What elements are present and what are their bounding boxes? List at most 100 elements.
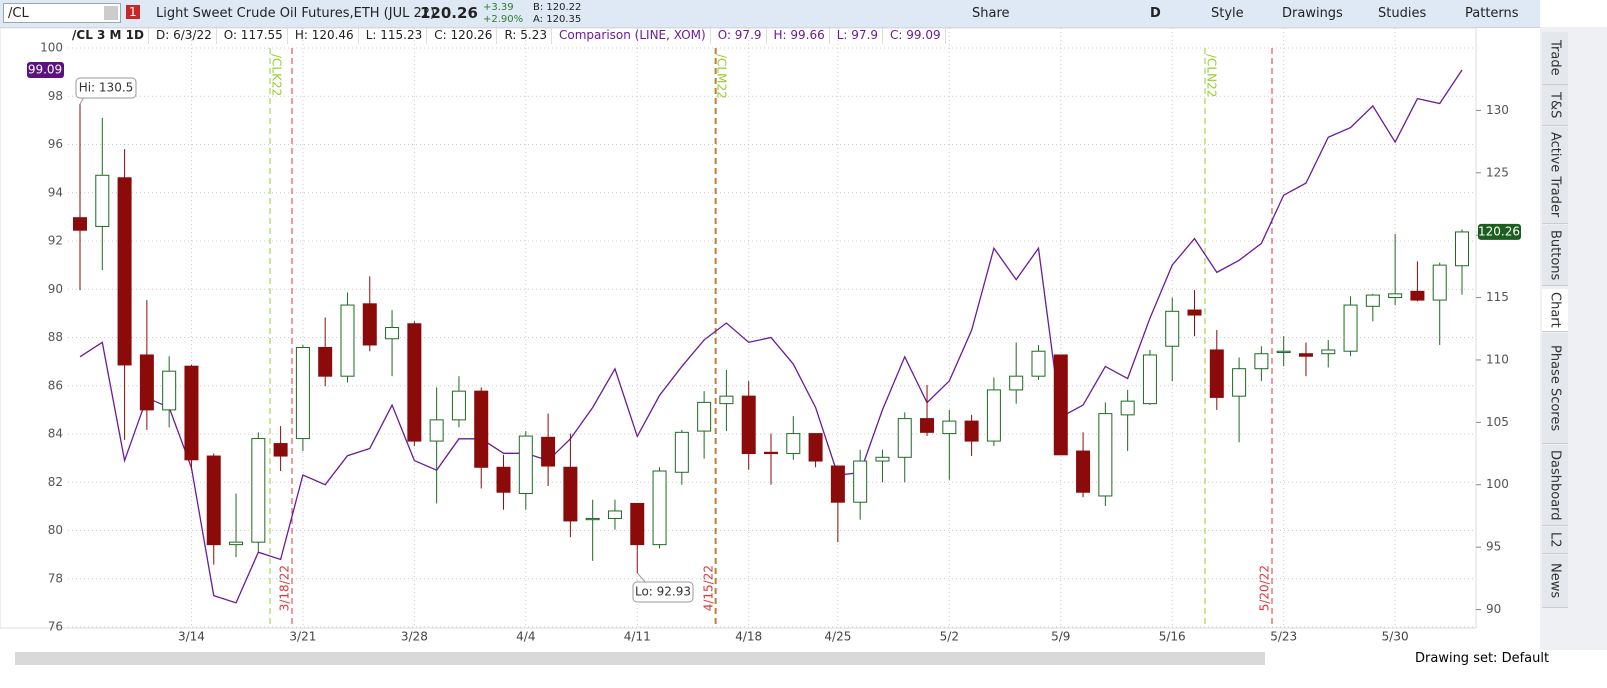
side-tab[interactable]: L2 [1542,527,1568,554]
candle-body [518,435,533,494]
candle-body [808,433,823,462]
description: Light Sweet Crude Oil Futures,ETH (JUL 2… [156,6,436,21]
dropdown[interactable] [104,6,118,20]
symbol-box[interactable]: /CL [3,3,121,23]
scrollbar[interactable] [15,652,1265,665]
candle-body [585,517,600,521]
info-high: H: 120.46 [290,26,359,44]
side-tab[interactable]: Trade [1542,32,1568,85]
y2-tick-label: 105 [1486,415,1509,429]
y-tick-label: 86 [48,378,63,392]
candle-body [340,304,355,377]
candle-body [986,389,1001,442]
side-tab[interactable]: Active Trader [1542,127,1568,224]
y2-tick-label: 125 [1486,165,1509,179]
candle-body [474,390,489,468]
x-tick-label: 4/18 [735,630,762,644]
candle-body [1432,264,1447,301]
y2-tick-label: 130 [1486,103,1509,117]
candle-body [295,346,310,440]
toolbar: /CL 1 Light Sweet Crude Oil Futures,ETH … [0,0,1540,28]
candle-body [273,443,288,457]
candle-body [563,466,578,522]
change: +3.39 [483,2,514,13]
side-tab[interactable]: Buttons [1542,225,1568,286]
plot-area [0,27,1477,629]
x-tick-label: 5/9 [1051,630,1070,644]
bottom-bar: Drawing set: Default [0,650,1607,688]
last-badge-label: 99.09 [28,62,62,76]
style-button[interactable]: Style [1211,6,1244,21]
drawing-set[interactable]: Drawing set: Default [1415,651,1550,666]
alert-count[interactable]: 1 [126,5,140,19]
expiry-label: /CLK22 [270,54,284,96]
side-tab[interactable]: Dashboard [1542,445,1568,526]
candle-body [362,303,377,346]
x-tick-label: 5/2 [940,630,959,644]
side-tab[interactable]: Phase Scores [1542,333,1568,444]
candle-body [942,420,957,435]
drawings-button[interactable]: Drawings [1282,6,1343,21]
x-tick-label: 3/28 [401,630,428,644]
y2-tick-label: 110 [1486,352,1509,366]
x-tick-label: 4/4 [516,630,535,644]
y2-tick-label: 100 [1486,477,1509,491]
candle-body [541,436,556,467]
candle-body [1388,293,1403,299]
candle-body [1321,349,1336,355]
y-tick-label: 78 [48,571,63,585]
candle-body [1098,413,1113,497]
studies-button[interactable]: Studies [1378,6,1427,21]
high-annotation: Hi: 130.5 [79,81,134,95]
candle-body [318,346,333,377]
info-open: O: 117.55 [219,26,288,44]
side-tab[interactable]: T&S [1542,85,1568,126]
period-button[interactable]: D [1150,6,1161,21]
candle-body [964,420,979,442]
expiry-label: /CLM22 [715,54,729,99]
candle-body [407,323,422,442]
info-bar: /CL 3 M 1D D: 6/3/22 O: 117.55 H: 120.46 L: … [68,26,949,48]
chart: 76 78 80 82 84 86 88 90 92 94 96 98 100 90 95 100 105 110… [0,27,1521,644]
side-tab[interactable]: News [1542,555,1568,608]
candle-body [1298,353,1313,357]
y-tick-label: 84 [48,427,63,441]
y-tick-label: 76 [48,620,63,634]
info-low: L: 115.23 [361,26,428,44]
y-tick-label: 88 [48,330,63,344]
candle-body [184,365,199,461]
candle-body [764,451,778,455]
x-tick-label: 4/25 [824,630,851,644]
y2-tick-label: 90 [1486,602,1501,616]
candle-body [875,456,890,462]
candle-body [1053,354,1068,456]
share-button[interactable]: Share [972,6,1010,21]
candle-body [607,510,622,519]
candle-body [674,431,689,473]
candle-body [251,438,266,543]
change-pct: +2.90% [483,14,524,25]
expiry-label: /CLN22 [1205,54,1219,97]
comparison-label: Comparison (LINE, XOM) [555,26,711,44]
y-tick-label: 82 [48,475,63,489]
patterns-button[interactable]: Patterns [1465,6,1519,21]
candle-body [1187,309,1202,316]
y-tick-label: 90 [48,282,63,296]
x-tick-label: 3/14 [178,630,205,644]
x-tick-label: 3/21 [289,630,316,644]
symbol: /CL [8,6,29,21]
candle-body [385,327,400,340]
candle-body [697,401,712,432]
info-range: R: 5.23 [500,26,552,44]
bid: B: 120.22 [533,2,582,13]
candle-body [117,177,132,366]
low-annotation: Lo: 92.93 [635,585,691,599]
side-tab[interactable]: Chart [1542,289,1568,332]
candle-body [451,390,466,421]
candle-body [496,466,511,493]
candle-body [920,418,935,433]
candle-body [652,470,667,546]
candle-body [1254,353,1269,370]
candle-body [786,433,801,455]
